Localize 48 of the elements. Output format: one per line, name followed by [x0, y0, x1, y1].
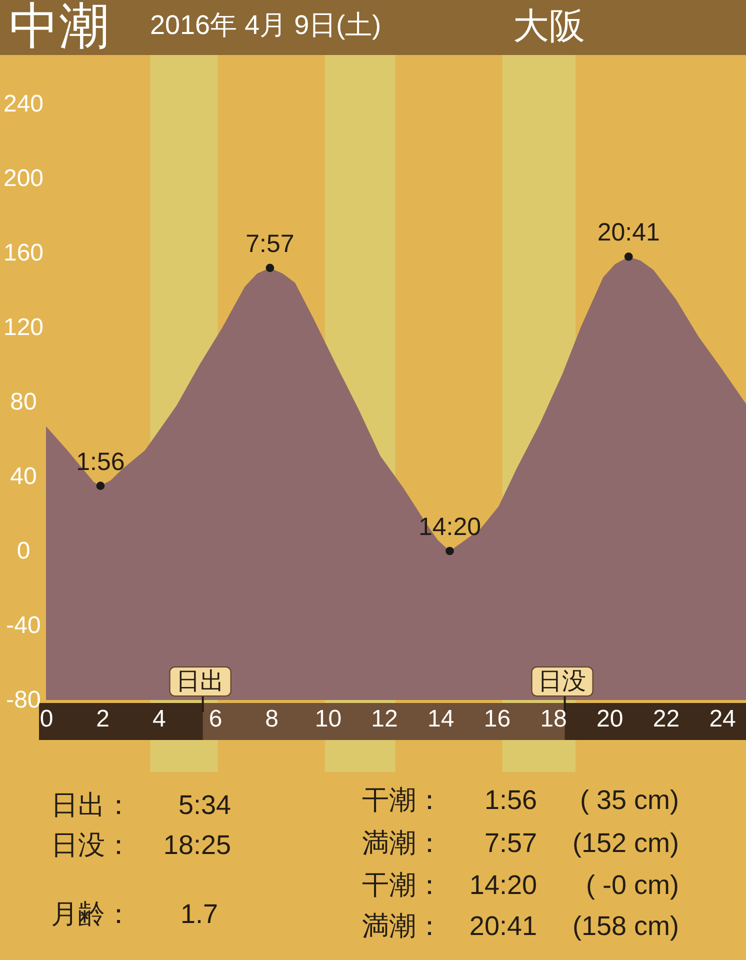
text: 日没：: [51, 830, 132, 860]
annotation: 20:41: [597, 218, 660, 247]
x-tick-label: 14: [428, 706, 454, 732]
y-tick-label: 80: [10, 388, 37, 416]
text: 大阪: [513, 5, 585, 46]
ref-line-label: 日出: [176, 668, 224, 695]
text: 干潮：: [362, 785, 443, 815]
ref-line-label: 日没: [538, 668, 586, 695]
y-tick-label: -40: [6, 612, 41, 639]
text: 1.7: [180, 899, 218, 929]
y-tick-label: 0: [16, 538, 30, 564]
x-tick-label: 10: [314, 706, 342, 732]
x-tick-label: 6: [208, 706, 222, 732]
x-tick-label: 2: [96, 706, 110, 732]
text: 18:25: [163, 830, 231, 860]
y-tick-label: 240: [3, 90, 44, 118]
x-tick-label: 22: [652, 706, 680, 732]
text: (158 cm): [572, 911, 679, 941]
text: ( -0 cm): [586, 870, 679, 900]
x-tick-label: 20: [596, 706, 624, 732]
y-tick-label: 120: [3, 314, 44, 341]
chart-title: 中潮: [9, 0, 109, 54]
text: 満潮：: [362, 828, 443, 858]
text: 満潮：: [362, 911, 443, 941]
annotation: 1:56: [76, 448, 125, 476]
annotation: 14:20: [418, 513, 482, 541]
text: 14:20: [469, 870, 537, 900]
text: 干潮：: [362, 870, 443, 900]
annotation: 7:57: [246, 230, 294, 258]
x-tick-label: 24: [709, 706, 736, 732]
x-tick-label: 12: [371, 706, 398, 732]
x-tick-label: 8: [265, 706, 279, 732]
text: 1:56: [484, 785, 537, 815]
text: 20:41: [469, 911, 537, 941]
text: 5:34: [178, 790, 231, 820]
chart-subtitle: 2016年 4月 9日(土): [150, 10, 382, 40]
y-tick-label: 40: [10, 463, 37, 490]
text: 7:57: [484, 828, 537, 858]
x-tick-label: 4: [152, 706, 166, 732]
text: 月齢：: [51, 899, 132, 929]
text: ( 35 cm): [580, 785, 679, 815]
y-tick-label: 160: [3, 240, 44, 266]
x-tick-label: 18: [540, 706, 567, 732]
text: (152 cm): [572, 828, 679, 858]
y-tick-label: 200: [3, 165, 44, 192]
x-tick-label: 16: [484, 706, 511, 732]
y-tick-label: -80: [6, 686, 41, 714]
text: 日出：: [51, 790, 132, 820]
